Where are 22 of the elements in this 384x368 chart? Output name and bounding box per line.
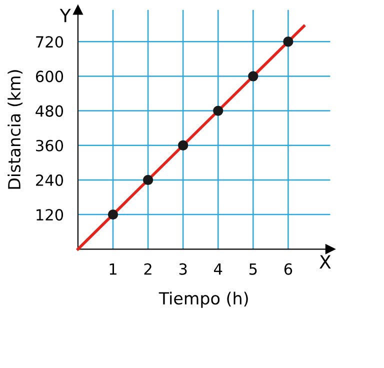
point	[283, 36, 294, 47]
x-tick-label: 1	[110, 263, 116, 275]
point	[142, 174, 154, 186]
y-tick-label: 720	[36, 36, 64, 48]
point	[108, 209, 118, 220]
y-tick-label: 600	[36, 70, 64, 82]
x-tick-label: 3	[179, 263, 187, 275]
y-axis-title: Distancia (km)	[8, 70, 23, 189]
y-tick-label: 480	[36, 105, 64, 117]
x-tick-label: 5	[249, 263, 257, 275]
text: Y	[60, 8, 71, 22]
x-axis-title: Tiempo (h)	[158, 292, 248, 308]
y-tick-label: 240	[36, 174, 64, 186]
text: X	[320, 255, 331, 268]
x-tick-label: 2	[144, 263, 152, 275]
y-tick-label: 360	[36, 140, 64, 152]
point	[213, 106, 224, 116]
x-tick-label: 6	[284, 263, 292, 275]
point	[248, 71, 258, 82]
x-tick-label: 4	[214, 263, 222, 275]
point	[178, 140, 188, 150]
y-tick-label: 120	[36, 209, 64, 221]
